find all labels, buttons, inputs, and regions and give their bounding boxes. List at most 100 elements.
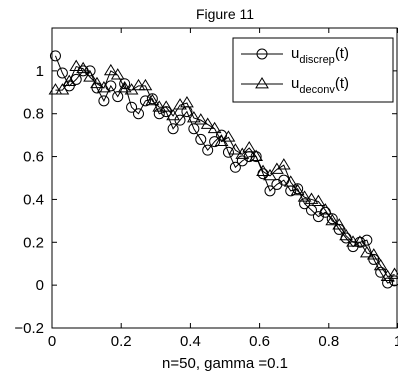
data-point-deconv bbox=[339, 228, 353, 241]
data-point-deconv bbox=[290, 183, 305, 196]
data-point-discrep bbox=[112, 91, 124, 103]
data-point-discrep bbox=[188, 123, 200, 135]
data-point-deconv bbox=[83, 70, 97, 82]
legend-label-subscript: discrep bbox=[299, 54, 334, 66]
data-point-deconv bbox=[359, 246, 374, 258]
data-point-deconv bbox=[242, 141, 257, 153]
data-point-deconv bbox=[276, 158, 291, 170]
data-point-deconv bbox=[48, 83, 63, 95]
data-point-discrep bbox=[56, 67, 68, 79]
x-axis-label: n=50, gamma =0.1 bbox=[162, 355, 288, 372]
data-point-deconv bbox=[256, 164, 270, 176]
data-point-discrep bbox=[146, 93, 158, 105]
legend-label-main: u bbox=[291, 75, 299, 92]
data-point-deconv bbox=[166, 108, 180, 121]
data-point-deconv bbox=[110, 68, 125, 80]
data-point-discrep bbox=[375, 266, 387, 278]
data-point-discrep bbox=[153, 108, 165, 120]
y-tick-label: 1 bbox=[36, 63, 44, 80]
data-point-discrep bbox=[139, 95, 151, 107]
data-point-deconv bbox=[131, 78, 146, 91]
legend-label: udiscrep(t) bbox=[291, 45, 349, 66]
x-tick-label: 0.8 bbox=[318, 333, 339, 350]
data-point-deconv bbox=[373, 258, 388, 271]
data-point-deconv bbox=[145, 93, 160, 106]
data-point-deconv bbox=[221, 130, 236, 142]
data-point-deconv bbox=[138, 78, 153, 91]
y-tick-label: −0.2 bbox=[14, 320, 44, 337]
data-point-deconv bbox=[263, 168, 277, 181]
data-point-discrep bbox=[49, 50, 61, 62]
axes-box bbox=[51, 27, 398, 329]
data-point-deconv bbox=[270, 162, 284, 174]
data-point-discrep bbox=[292, 183, 304, 195]
data-point-deconv bbox=[69, 59, 84, 71]
legend-label-suffix: (t) bbox=[335, 45, 349, 62]
legend-marker bbox=[256, 48, 268, 60]
data-point-discrep bbox=[209, 136, 221, 148]
legend: udiscrep(t)udeconv(t) bbox=[232, 37, 394, 103]
data-point-deconv bbox=[346, 235, 360, 247]
data-point-discrep bbox=[382, 277, 394, 289]
data-point-discrep bbox=[229, 161, 241, 173]
data-point-deconv bbox=[90, 76, 104, 89]
data-point-deconv bbox=[311, 194, 326, 206]
legend-marker bbox=[255, 77, 269, 89]
legend-box bbox=[232, 37, 394, 103]
y-tick-label: 0.8 bbox=[23, 106, 44, 123]
legend-label-subscript: deconv bbox=[299, 84, 335, 96]
data-point-discrep bbox=[306, 204, 317, 216]
data-point-deconv bbox=[152, 100, 167, 112]
data-point-discrep bbox=[133, 108, 144, 120]
data-point-discrep bbox=[264, 185, 276, 197]
data-point-discrep bbox=[250, 151, 262, 163]
series-line-discrep bbox=[54, 55, 395, 284]
data-point-deconv bbox=[55, 83, 70, 95]
data-point-deconv bbox=[76, 61, 91, 74]
data-point-deconv bbox=[62, 74, 77, 86]
x-tick-label: 1 bbox=[394, 333, 398, 350]
x-tick-label: 0 bbox=[48, 333, 56, 350]
legend-label-main: u bbox=[291, 45, 299, 62]
data-point-deconv bbox=[180, 96, 194, 108]
y-tick-label: 0 bbox=[36, 277, 44, 294]
data-point-discrep bbox=[98, 95, 110, 107]
data-point-deconv bbox=[249, 149, 264, 161]
data-point-deconv bbox=[235, 147, 250, 159]
data-point-deconv bbox=[159, 100, 174, 112]
data-point-deconv bbox=[103, 63, 118, 76]
data-point-deconv bbox=[97, 81, 111, 93]
data-point-deconv bbox=[325, 213, 340, 226]
x-tick-label: 0.4 bbox=[180, 333, 201, 350]
data-point-deconv bbox=[318, 203, 333, 215]
data-point-deconv bbox=[214, 134, 229, 146]
x-tick-label: 0.6 bbox=[249, 333, 270, 350]
data-point-discrep bbox=[126, 101, 138, 113]
data-point-deconv bbox=[207, 121, 222, 134]
x-tick-label: 0.2 bbox=[111, 333, 132, 350]
legend-label: udeconv(t) bbox=[291, 75, 349, 96]
data-point-deconv bbox=[186, 111, 201, 123]
data-point-discrep bbox=[167, 123, 179, 135]
data-point-deconv bbox=[366, 248, 381, 260]
y-tick-label: 0.2 bbox=[23, 234, 44, 251]
data-point-deconv bbox=[353, 235, 367, 247]
data-point-deconv bbox=[193, 113, 208, 125]
y-tick-label: 0.6 bbox=[23, 149, 44, 166]
y-tick-label: 0.4 bbox=[23, 191, 44, 208]
chart-title: Figure 11 bbox=[196, 6, 254, 22]
data-point-discrep bbox=[195, 133, 207, 145]
data-point-discrep bbox=[222, 146, 234, 158]
data-point-deconv bbox=[117, 81, 132, 93]
data-point-deconv bbox=[304, 192, 319, 204]
data-point-deconv bbox=[332, 218, 347, 230]
plot-area: 00.20.40.60.81−0.200.20.40.60.81udiscrep… bbox=[14, 27, 398, 350]
legend-label-suffix: (t) bbox=[335, 75, 349, 92]
data-point-deconv bbox=[200, 117, 215, 129]
data-point-deconv bbox=[228, 143, 243, 155]
data-point-deconv bbox=[124, 83, 139, 95]
data-point-deconv bbox=[283, 175, 298, 187]
data-point-deconv bbox=[297, 190, 312, 202]
data-point-discrep bbox=[202, 144, 214, 156]
